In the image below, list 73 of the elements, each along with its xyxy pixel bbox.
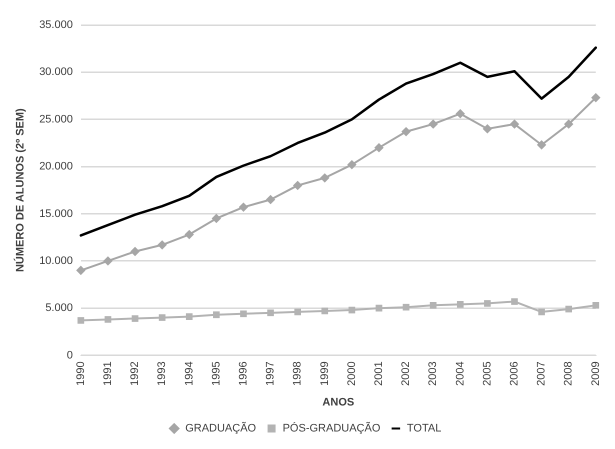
x-tick-label: 1995: [210, 361, 222, 386]
point: [213, 311, 220, 318]
point: [212, 214, 221, 223]
x-axis-title: ANOS: [322, 396, 354, 408]
x-tick-label: 1990: [74, 361, 87, 386]
point: [238, 202, 248, 212]
point: [158, 314, 166, 321]
point: [158, 240, 167, 250]
point: [511, 298, 518, 305]
y-tick-label: 35.000: [39, 19, 73, 32]
y-tick-label: 15.000: [39, 208, 73, 220]
x-tick-label: 2007: [536, 361, 548, 386]
point: [402, 127, 411, 136]
x-tick-label: 1999: [318, 361, 331, 386]
point: [428, 120, 438, 129]
x-tick-label: 2005: [481, 361, 494, 386]
point: [374, 143, 384, 152]
point: [592, 302, 600, 309]
x-tick-label: 1998: [292, 361, 304, 386]
point: [130, 247, 140, 256]
x-tick-label: 2003: [427, 361, 440, 386]
y-tick-label: 10.000: [39, 254, 73, 267]
point: [320, 173, 330, 182]
point: [537, 140, 546, 150]
x-tick-label: 2000: [346, 361, 358, 386]
point: [321, 308, 328, 314]
point: [293, 180, 302, 190]
y-tick-label: 25.000: [39, 113, 73, 126]
point: [132, 315, 138, 322]
point: [267, 310, 274, 316]
point: [348, 306, 356, 314]
point: [456, 301, 464, 308]
legend-label: PÓS-GRADUAÇÃO: [282, 422, 381, 435]
point: [240, 310, 247, 318]
x-tick-label: 1997: [264, 361, 277, 386]
point: [294, 308, 301, 316]
point: [565, 306, 572, 312]
point: [104, 316, 112, 323]
point: [484, 300, 491, 307]
x-tick-label: 1994: [183, 361, 196, 386]
point: [376, 304, 382, 312]
point: [78, 317, 84, 324]
legend-label: GRADUAÇÃO: [185, 422, 257, 435]
y-tick-label: 5.000: [45, 302, 73, 314]
point: [266, 195, 276, 204]
point: [103, 256, 112, 266]
point: [456, 109, 465, 118]
y-tick-label: 0: [66, 349, 73, 362]
y-tick-label: 30.000: [39, 66, 73, 78]
point: [184, 230, 194, 240]
x-tick-label: 2002: [400, 361, 412, 386]
point: [347, 160, 356, 170]
x-tick-label: 1993: [156, 361, 168, 386]
legend-label: TOTAL: [406, 422, 442, 435]
y-axis-title: NÚMERO DE ALUNOS (2º SEM): [14, 108, 27, 272]
x-tick-label: 2001: [373, 361, 386, 386]
point: [538, 308, 545, 316]
point: [482, 124, 492, 134]
x-tick-label: 1991: [102, 361, 114, 386]
point: [591, 93, 600, 102]
x-tick-label: 2008: [562, 361, 575, 386]
point: [186, 313, 193, 320]
point: [402, 304, 410, 311]
point: [76, 266, 86, 275]
x-tick-label: 2004: [454, 361, 466, 386]
x-tick-label: 1992: [129, 361, 142, 386]
point: [564, 120, 574, 129]
point: [430, 302, 437, 309]
x-tick-label: 2006: [508, 361, 521, 386]
point: [510, 120, 519, 129]
y-tick-label: 20.000: [39, 160, 73, 173]
x-tick-label: 2009: [590, 361, 602, 386]
x-tick-label: 1996: [237, 361, 250, 386]
